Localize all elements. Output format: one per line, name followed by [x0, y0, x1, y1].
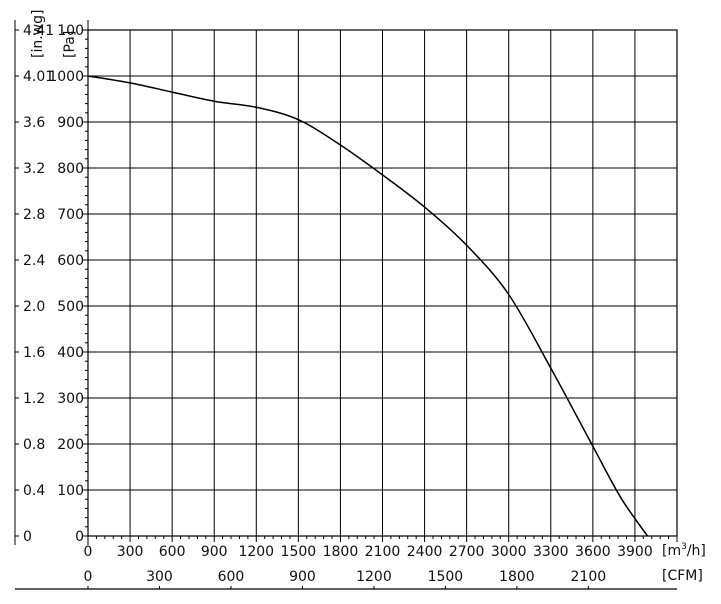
y-tick-label-inwg: 2.8	[23, 207, 45, 223]
y-tick-label-pa: 200	[57, 437, 84, 453]
x-tick-label-cfm: 300	[146, 569, 173, 585]
y-tick-label-pa: 900	[57, 115, 84, 131]
series-line	[87, 75, 649, 537]
x-tick-label-m3h: 3600	[575, 544, 611, 560]
x-tick-label-m3h: 1200	[238, 544, 274, 560]
x-unit-m3h-base: [m	[662, 543, 681, 559]
y-tick-label-pa: 300	[57, 391, 84, 407]
y-tick-label-inwg: 0.4	[23, 483, 45, 499]
x-tick-label-m3h: 3000	[491, 544, 527, 560]
y-tick-label-pa: 1000	[48, 69, 84, 85]
y-tick-labels: 0 0 0.4 100 0.8 200 1.2 300 1.6 400 2.0 500 2.4 600 2.…	[23, 23, 84, 545]
x-tick-label-m3h: 0	[84, 544, 93, 560]
y-tick-label-pa: 800	[57, 161, 84, 177]
y-tick-label-inwg: 2.0	[23, 299, 45, 315]
x-tick-label-m3h: 2100	[365, 544, 401, 560]
x-tick-label-m3h: 300	[117, 544, 144, 560]
x-tick-label-m3h: 900	[201, 544, 228, 560]
y-tick-label-inwg: 0.8	[23, 437, 45, 453]
y-tick-label-inwg: 4.01	[23, 69, 54, 85]
x-tick-label-cfm: 900	[289, 569, 316, 585]
x-tick-label-m3h: 2400	[407, 544, 443, 560]
x-unit-m3h-tail: /h]	[687, 543, 706, 559]
y-tick-label-pa: 100	[57, 23, 84, 39]
x-unit-cfm: [CFM]	[662, 568, 703, 584]
x-tick-label-m3h: 3300	[533, 544, 569, 560]
x-unit-m3h-sup: 3	[681, 542, 687, 552]
y-tick-label-pa: 0	[75, 529, 84, 545]
grid-layer	[88, 30, 677, 536]
y-tick-label-inwg: 4.41	[23, 23, 54, 39]
plot-frame	[87, 29, 678, 537]
y-tick-label-pa: 500	[57, 299, 84, 315]
y-tick-label-inwg: 1.6	[23, 345, 45, 361]
y-tick-label-inwg: 1.2	[23, 391, 45, 407]
y-tick-label-inwg: 2.4	[23, 253, 45, 269]
x-tick-label-cfm: 1500	[428, 569, 464, 585]
y-tick-label-pa: 700	[57, 207, 84, 223]
x-tick-label-m3h: 2700	[449, 544, 485, 560]
x-tick-label-m3h: 600	[159, 544, 186, 560]
x-unit-m3h: [m3/h]	[662, 542, 706, 559]
x-tick-label-cfm: 600	[218, 569, 245, 585]
x-tick-label-cfm: 2100	[571, 569, 607, 585]
minor-ticks	[14, 20, 678, 589]
x-tick-label-cfm: 1200	[356, 569, 392, 585]
y-tick-label-inwg: 0	[23, 529, 32, 545]
y-tick-label-pa: 400	[57, 345, 84, 361]
y-tick-label-pa: 100	[57, 483, 84, 499]
y-unit-inwg: [in.wg]	[30, 10, 46, 58]
x-tick-label-cfm: 0	[84, 569, 93, 585]
x-tick-label-cfm: 1800	[499, 569, 535, 585]
x-tick-label-m3h: 1500	[281, 544, 317, 560]
y-tick-label-inwg: 3.6	[23, 115, 45, 131]
y-tick-label-pa: 600	[57, 253, 84, 269]
y-unit-pa: [Pa]	[62, 31, 78, 58]
x-tick-labels: 0 300 600 900 1200 1500 1800 2100 2400 2700 3000 33…	[84, 544, 653, 585]
x-tick-label-m3h: 1800	[323, 544, 359, 560]
y-tick-label-inwg: 3.2	[23, 161, 45, 177]
x-tick-label-m3h: 3900	[617, 544, 653, 560]
